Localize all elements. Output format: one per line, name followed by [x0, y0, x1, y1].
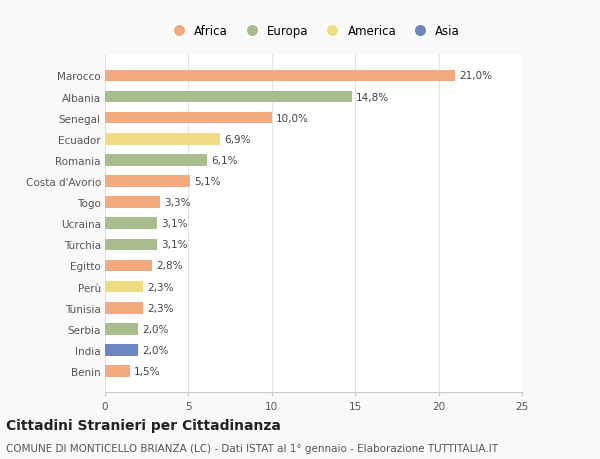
Text: 1,5%: 1,5%	[134, 366, 161, 376]
Text: 3,1%: 3,1%	[161, 240, 187, 250]
Bar	[105, 70, 455, 82]
Text: 6,1%: 6,1%	[211, 156, 238, 166]
Bar	[105, 239, 157, 251]
Text: 2,3%: 2,3%	[148, 303, 174, 313]
Bar	[105, 365, 130, 377]
Bar	[105, 218, 157, 230]
Text: 6,9%: 6,9%	[224, 134, 251, 145]
Bar	[105, 197, 160, 208]
Text: COMUNE DI MONTICELLO BRIANZA (LC) - Dati ISTAT al 1° gennaio - Elaborazione TUTT: COMUNE DI MONTICELLO BRIANZA (LC) - Dati…	[6, 443, 498, 453]
Bar	[105, 134, 220, 145]
Text: Cittadini Stranieri per Cittadinanza: Cittadini Stranieri per Cittadinanza	[6, 418, 281, 432]
Text: 21,0%: 21,0%	[460, 71, 493, 81]
Text: 2,0%: 2,0%	[143, 345, 169, 355]
Bar	[105, 323, 139, 335]
Text: 14,8%: 14,8%	[356, 92, 389, 102]
Text: 2,0%: 2,0%	[143, 324, 169, 334]
Text: 10,0%: 10,0%	[276, 113, 309, 123]
Bar	[105, 260, 152, 272]
Bar	[105, 302, 143, 314]
Bar	[105, 91, 352, 103]
Text: 5,1%: 5,1%	[194, 177, 221, 187]
Legend: Africa, Europa, America, Asia: Africa, Europa, America, Asia	[163, 21, 464, 43]
Text: 2,3%: 2,3%	[148, 282, 174, 292]
Bar	[105, 344, 139, 356]
Bar	[105, 176, 190, 187]
Bar	[105, 112, 272, 124]
Text: 2,8%: 2,8%	[156, 261, 182, 271]
Text: 3,1%: 3,1%	[161, 219, 187, 229]
Text: 3,3%: 3,3%	[164, 198, 191, 207]
Bar	[105, 155, 207, 166]
Bar	[105, 281, 143, 293]
